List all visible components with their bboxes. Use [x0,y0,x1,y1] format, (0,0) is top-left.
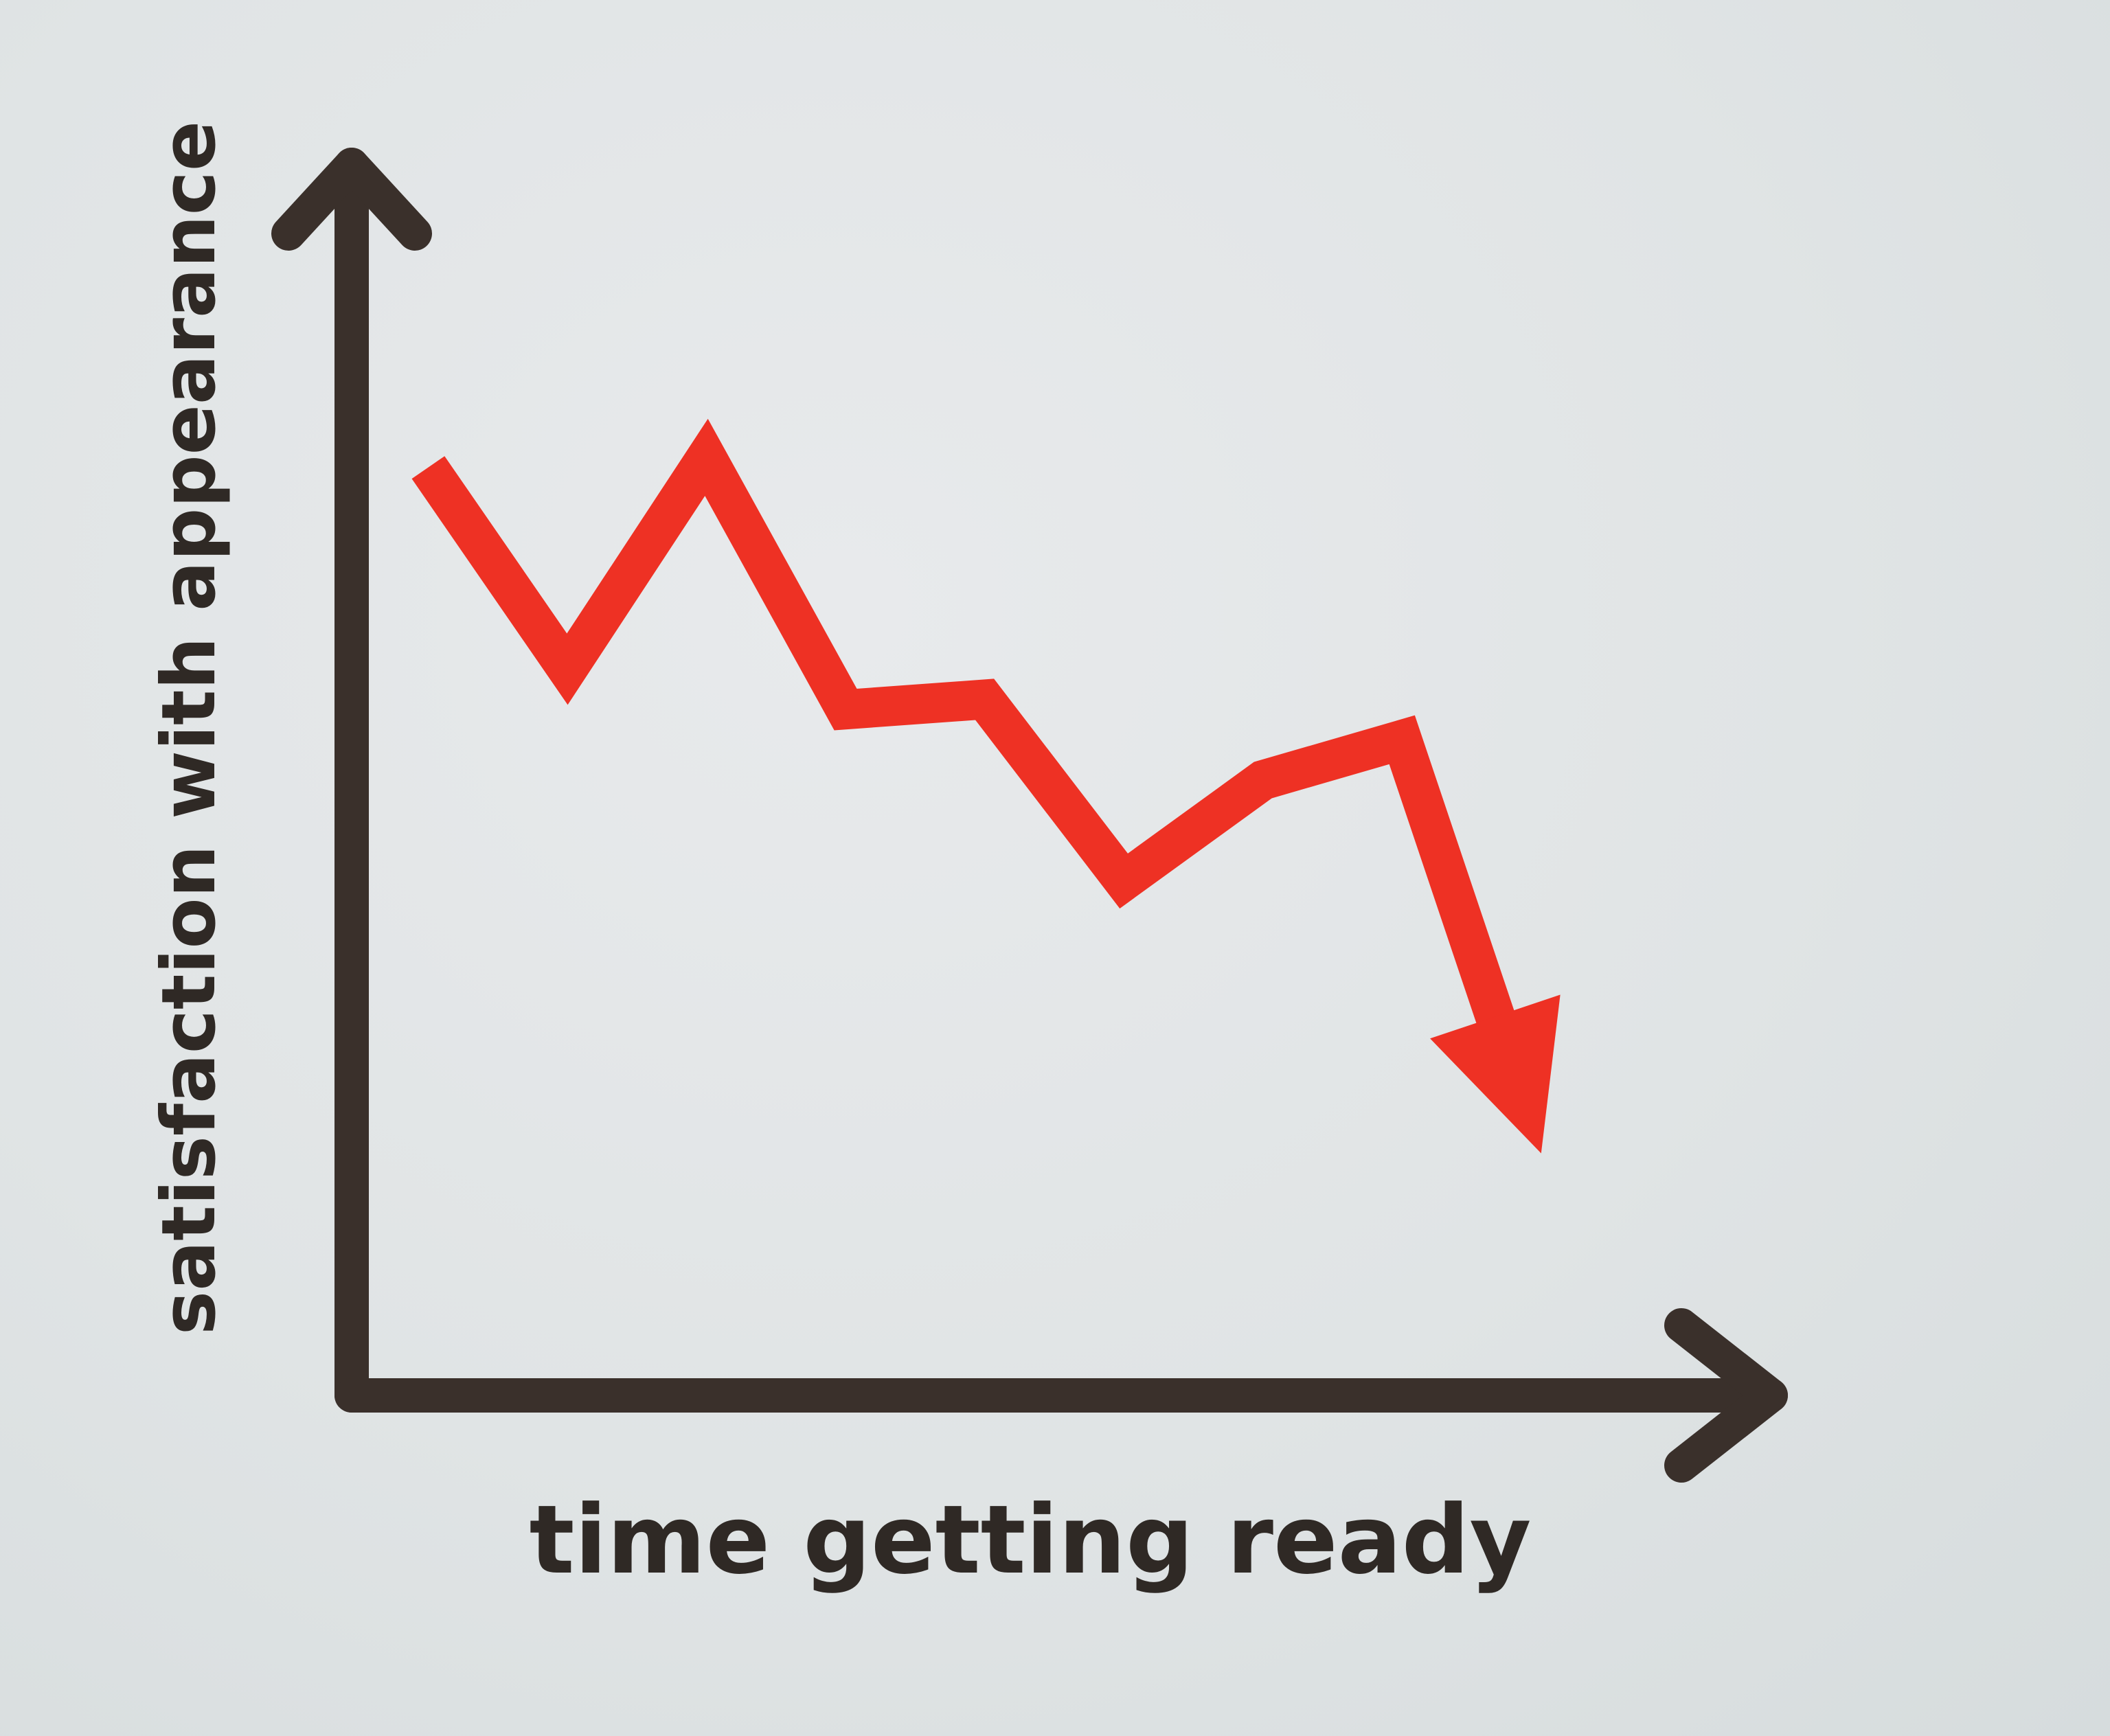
series-layer [411,418,1561,1154]
y-axis-label: satisfaction with appearance [146,121,232,1335]
chart-axes [271,148,1788,1483]
x-axis-label: time getting ready [530,1485,1532,1595]
series-line-0 [411,418,1519,1036]
y-axis-arrowhead [271,148,432,251]
x-axis-arrowhead [1664,1308,1788,1483]
series-arrowhead-0 [1430,994,1561,1154]
